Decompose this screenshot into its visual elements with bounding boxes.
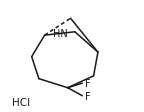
- Text: HN: HN: [53, 29, 67, 39]
- Text: HCl: HCl: [12, 97, 30, 107]
- Text: F: F: [85, 91, 91, 101]
- Text: F: F: [85, 79, 91, 88]
